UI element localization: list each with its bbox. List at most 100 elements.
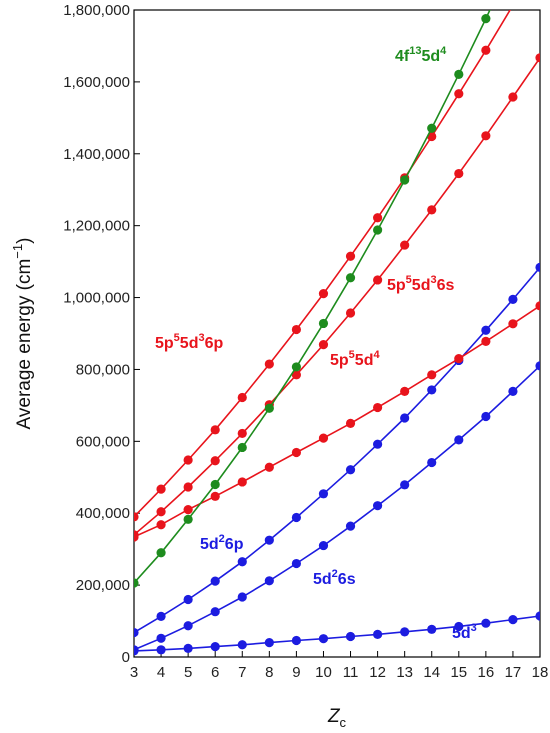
series-line	[134, 266, 540, 634]
data-point	[291, 324, 301, 335]
superscript: 3	[471, 622, 477, 634]
series-label-1: 5p55d36p	[155, 332, 223, 352]
series-line	[134, 57, 540, 536]
data-point	[183, 455, 193, 465]
x-tick-label: 8	[265, 664, 273, 681]
data-point	[156, 611, 166, 621]
data-point	[134, 512, 139, 522]
data-point	[508, 615, 518, 625]
data-point	[427, 385, 437, 395]
superscript: 3	[198, 332, 204, 344]
x-axis-label: Zc	[327, 706, 347, 730]
data-point	[508, 294, 518, 304]
superscript: 2	[332, 568, 338, 580]
y-tick-label: 1,000,000	[63, 290, 130, 307]
data-point	[318, 433, 329, 443]
data-point	[345, 308, 356, 318]
data-point	[535, 262, 540, 272]
data-point	[400, 627, 410, 637]
data-point	[134, 627, 139, 638]
data-point	[183, 621, 193, 631]
data-point	[508, 386, 518, 396]
data-point	[237, 592, 247, 602]
x-tick-label: 16	[478, 664, 495, 681]
superscript: 5	[349, 349, 355, 361]
data-point	[535, 361, 540, 371]
series-label-6: 5d3	[452, 622, 477, 642]
superscript: 3	[430, 274, 436, 286]
superscript: 5	[406, 274, 412, 286]
data-point	[454, 621, 464, 632]
data-point	[508, 1, 517, 10]
y-axis-text-tail: )	[14, 238, 35, 244]
data-point	[291, 512, 301, 523]
data-point	[210, 641, 220, 652]
data-point	[345, 465, 356, 475]
data-point	[318, 340, 329, 350]
x-tick-label: 12	[369, 664, 386, 681]
data-point	[508, 319, 518, 329]
data-point	[291, 447, 301, 458]
data-point	[318, 634, 329, 644]
label-part: 5d	[313, 571, 332, 588]
data-point	[345, 251, 356, 261]
data-point	[183, 594, 193, 605]
x-axis-symbol: Z	[327, 706, 341, 727]
data-point	[373, 225, 383, 235]
label-part: 6p	[225, 536, 244, 553]
label-part: 5p	[155, 335, 174, 352]
data-point	[427, 370, 437, 380]
series-line	[134, 615, 540, 652]
data-point	[318, 540, 329, 551]
y-tick-label: 800,000	[76, 361, 130, 378]
data-point	[210, 607, 220, 617]
data-point	[291, 635, 301, 646]
data-point	[134, 530, 139, 540]
data-point	[400, 175, 410, 185]
x-tick-label: 4	[157, 664, 165, 681]
data-point	[237, 557, 247, 567]
data-point	[318, 318, 329, 329]
x-tick-label: 6	[211, 664, 219, 681]
y-tick-label: 1,600,000	[63, 74, 130, 91]
series-label-4: 5d26p	[200, 533, 244, 553]
data-point	[454, 435, 464, 445]
data-point	[454, 89, 464, 99]
x-tick-label: 14	[423, 664, 440, 681]
data-point	[481, 618, 491, 628]
x-tick-label: 3	[130, 664, 138, 681]
data-point	[156, 520, 166, 530]
label-part: 6p	[205, 335, 224, 352]
data-point	[291, 370, 301, 380]
data-point	[454, 168, 464, 179]
label-part: 5d	[355, 352, 374, 369]
series-label-0: 4f135d4	[395, 45, 447, 65]
data-point	[318, 289, 329, 299]
x-tick-label: 13	[396, 664, 413, 681]
series-4	[134, 262, 540, 638]
x-tick-label: 9	[292, 664, 300, 681]
y-tick-label: 1,400,000	[63, 146, 130, 163]
data-point	[400, 413, 410, 423]
data-point	[210, 456, 220, 466]
data-point	[237, 477, 247, 487]
data-point	[237, 428, 247, 439]
data-point	[210, 491, 220, 501]
series-label-2: 5p55d36s	[387, 274, 454, 294]
data-point	[183, 514, 193, 524]
superscript: 5	[174, 332, 180, 344]
superscript: 2	[219, 533, 225, 545]
data-point	[427, 205, 437, 215]
data-point	[156, 633, 166, 643]
superscript: 13	[409, 45, 421, 57]
axes: 0 200,000 400,000 600,000 800,000 1,000,000 1,…	[10, 2, 548, 730]
data-point	[373, 213, 383, 223]
data-point	[264, 638, 274, 648]
series-0	[134, 10, 491, 588]
data-point	[345, 521, 356, 531]
data-point	[427, 123, 437, 133]
superscript: 4	[373, 349, 380, 361]
data-point	[345, 273, 356, 283]
series-line	[134, 365, 540, 651]
label-part: 5p	[330, 352, 349, 369]
